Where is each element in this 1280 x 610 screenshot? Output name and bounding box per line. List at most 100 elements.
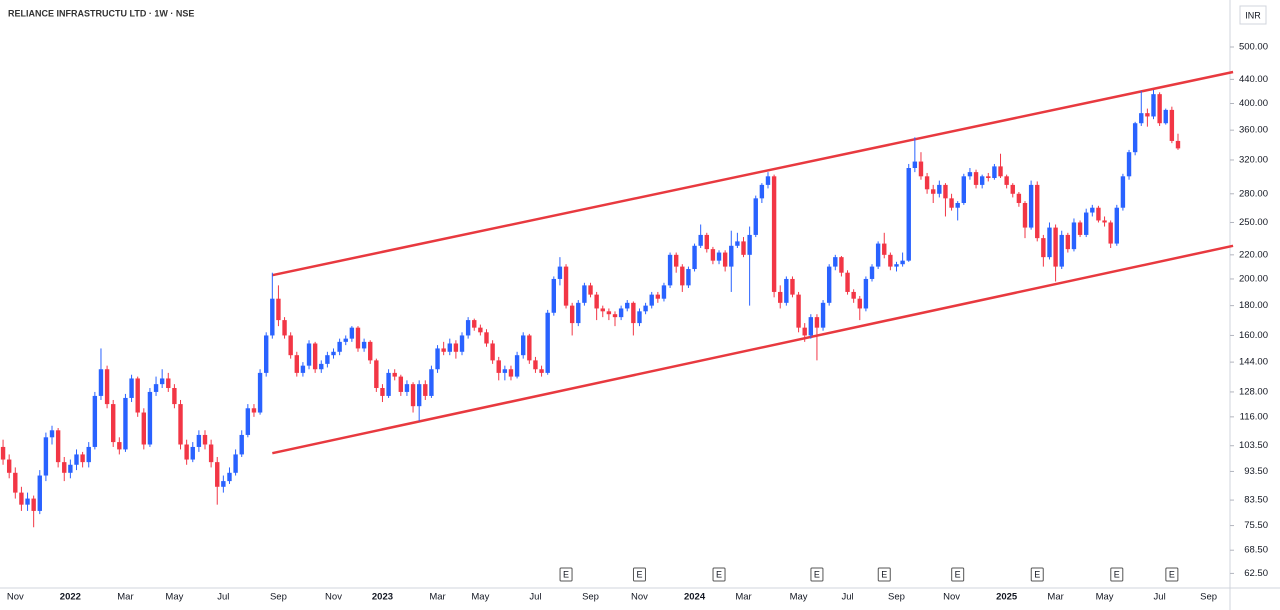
candle-body xyxy=(851,291,856,299)
candle-body xyxy=(1139,113,1144,124)
candle-body xyxy=(435,348,440,370)
candle-body xyxy=(423,384,428,396)
candle-body xyxy=(1157,94,1162,124)
candle-body xyxy=(680,266,685,286)
candle-body xyxy=(1016,193,1022,203)
y-tick-label: 75.50 xyxy=(1244,520,1268,531)
candle-body xyxy=(863,278,869,309)
candle-body xyxy=(747,234,752,255)
candle-body xyxy=(1065,234,1071,250)
candle-body xyxy=(637,311,642,324)
candle-body xyxy=(398,376,404,392)
candle-body xyxy=(716,252,722,261)
x-tick-label: Jul xyxy=(1154,592,1166,603)
candle-body xyxy=(6,459,12,473)
candle-body xyxy=(1028,184,1034,228)
earnings-label: E xyxy=(814,569,820,579)
candle-body xyxy=(508,369,514,377)
candle-body xyxy=(288,335,293,356)
candle-body xyxy=(655,294,661,299)
candle-body xyxy=(361,341,367,349)
candle-body xyxy=(98,369,104,396)
candle-body xyxy=(129,378,134,398)
candle-body xyxy=(986,176,991,179)
candle-body xyxy=(882,243,887,255)
earnings-marker xyxy=(951,567,965,582)
currency-label: INR xyxy=(1245,10,1261,20)
candle-body xyxy=(416,384,422,407)
earnings-label: E xyxy=(1169,569,1175,579)
candle-body xyxy=(208,444,214,463)
candle-body xyxy=(1102,220,1107,223)
candle-body xyxy=(25,498,30,505)
candle-body xyxy=(569,305,575,324)
candle-body xyxy=(790,278,795,295)
candle-body xyxy=(563,266,569,306)
candle-body xyxy=(600,308,605,312)
candle-body xyxy=(765,176,771,185)
candle-body xyxy=(784,278,789,303)
candle-body xyxy=(312,343,318,370)
candle-body xyxy=(319,363,324,370)
candle-body xyxy=(196,434,202,447)
x-tick-label: Jul xyxy=(217,592,229,603)
candle-body xyxy=(484,332,489,344)
y-tick-label: 116.00 xyxy=(1240,411,1268,422)
candle-body xyxy=(735,241,740,246)
candle-body xyxy=(924,176,930,190)
candle-body xyxy=(1083,212,1089,235)
candle-body xyxy=(325,355,330,364)
candle-body xyxy=(1145,113,1150,117)
candle-body xyxy=(239,434,244,455)
candle-body xyxy=(741,241,746,255)
candle-body xyxy=(410,384,416,407)
earnings-marker xyxy=(632,567,646,582)
candle-body xyxy=(1151,94,1156,117)
candle-body xyxy=(606,311,612,315)
candle-body xyxy=(1175,140,1181,149)
candle-body xyxy=(845,272,850,292)
candle-body xyxy=(1010,184,1015,194)
candle-body xyxy=(833,257,838,267)
candle-body xyxy=(961,176,967,203)
candle-body xyxy=(937,184,942,194)
candle-body xyxy=(527,335,532,361)
candle-body xyxy=(753,198,758,235)
candle-body xyxy=(1004,176,1009,185)
y-tick-label: 180.00 xyxy=(1239,300,1268,311)
candle-body xyxy=(178,404,183,445)
candle-body xyxy=(276,298,281,321)
candle-body xyxy=(159,378,165,385)
candle-body xyxy=(802,327,807,336)
trendline xyxy=(272,70,1234,277)
y-tick-label: 200.00 xyxy=(1239,273,1268,284)
candle-body xyxy=(496,360,501,373)
x-tick-label: 2024 xyxy=(684,592,706,603)
candle-body xyxy=(294,355,299,373)
candle-body xyxy=(92,395,98,447)
candle-body xyxy=(686,269,691,286)
candle-body xyxy=(643,305,648,312)
candle-body xyxy=(875,243,881,267)
x-tick-label: May xyxy=(1096,592,1114,603)
x-tick-label: 2025 xyxy=(996,592,1018,603)
candle-body xyxy=(19,492,24,505)
x-tick-label: 2022 xyxy=(60,592,81,603)
candle-body xyxy=(453,343,459,352)
candle-body xyxy=(618,308,624,318)
candle-body xyxy=(588,285,593,295)
earnings-label: E xyxy=(881,569,887,579)
y-tick-label: 360.00 xyxy=(1239,125,1268,136)
candle-body xyxy=(943,184,948,199)
candle-body xyxy=(1169,109,1175,141)
candle-body xyxy=(300,365,306,373)
candle-body xyxy=(478,327,483,333)
candle-body xyxy=(1108,222,1113,244)
candle-body xyxy=(153,384,159,392)
candle-body xyxy=(918,161,924,177)
candle-body xyxy=(857,298,862,309)
x-tick-label: Mar xyxy=(735,592,751,603)
candle-body xyxy=(949,198,954,208)
earnings-label: E xyxy=(955,569,961,579)
